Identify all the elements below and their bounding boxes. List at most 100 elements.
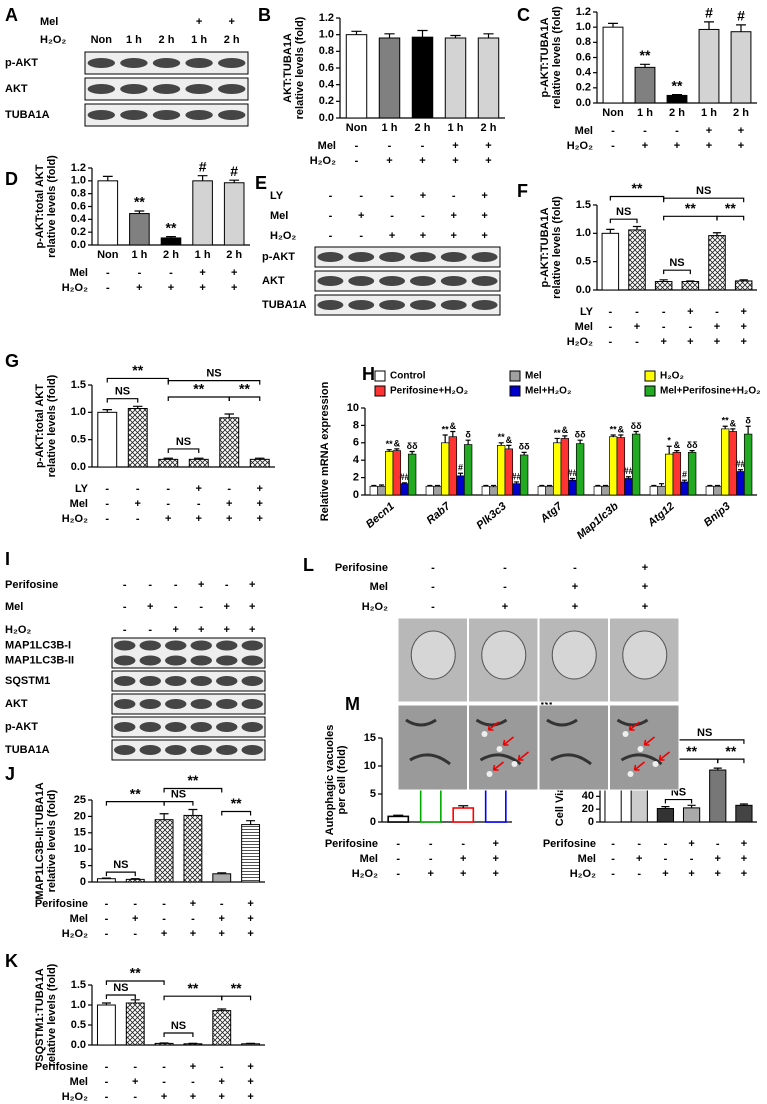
- error-bar: [633, 430, 639, 435]
- treatment-sign: +: [389, 230, 395, 242]
- significance-bracket: [221, 995, 252, 1001]
- error-bar: [539, 484, 545, 487]
- treatment-sign: +: [219, 1076, 225, 1088]
- treatment-sign: +: [161, 1091, 167, 1103]
- significance-label: **: [498, 432, 506, 442]
- blot-band: [317, 300, 344, 310]
- y-axis-label: SQSTM1:TUBA1A: [34, 968, 46, 1062]
- y-tick-label: 0.5: [576, 256, 591, 268]
- blot-band: [87, 58, 115, 68]
- treatment-sign: +: [715, 853, 721, 865]
- treatment-name: Mel: [575, 125, 593, 137]
- blot-band: [471, 276, 498, 286]
- error-bar: [197, 175, 208, 181]
- error-bar: [371, 484, 377, 487]
- significance-bracket: [163, 1032, 194, 1037]
- treatment-sign: +: [135, 498, 141, 510]
- treatment-sign: +: [199, 282, 205, 294]
- treatment-sign: -: [220, 898, 224, 910]
- legend-label: Perifosine+H₂O₂: [390, 386, 468, 397]
- organelle-texture: [616, 718, 663, 766]
- x-tick-label: 1 h: [195, 249, 211, 261]
- significance-label: NS: [113, 982, 128, 994]
- panel-label: E: [255, 173, 267, 193]
- treatment-sign: -: [611, 838, 615, 850]
- treatment-sign: +: [386, 155, 392, 167]
- treatment-sign: -: [355, 140, 359, 152]
- error-bar: [640, 63, 650, 68]
- treatment-sign: -: [716, 838, 720, 850]
- error-bar: [378, 484, 385, 487]
- treatment-name: Mel: [318, 140, 336, 152]
- treatment-sign: 1 h: [191, 34, 207, 46]
- treatment-sign: -: [690, 853, 694, 865]
- treatment-sign: +: [358, 210, 364, 222]
- treatment-sign: +: [420, 230, 426, 242]
- significance-label: &: [506, 435, 513, 445]
- error-bar: [246, 820, 256, 825]
- error-bar: [394, 448, 400, 451]
- error-bar: [681, 479, 688, 482]
- treatment-sign: -: [123, 624, 127, 636]
- treatment-sign: -: [390, 190, 394, 202]
- error-bar: [255, 457, 265, 460]
- significance-bracket: [163, 801, 194, 806]
- bar: [682, 807, 701, 823]
- y-tick-label: 1.5: [576, 199, 591, 211]
- blot-band: [241, 655, 263, 666]
- treatment-sign: +: [257, 483, 263, 495]
- y-tick-label: 6: [353, 437, 359, 449]
- x-tick-label: Map1lc3b: [575, 500, 621, 542]
- error-bar: [577, 439, 583, 444]
- y-tick-label: 0.4: [71, 213, 87, 225]
- autophagic-vacuole: [511, 761, 518, 767]
- treatment-sign: +: [228, 16, 234, 28]
- significance-label: δδ: [631, 421, 642, 431]
- blot-band: [165, 745, 187, 755]
- treatment-name: Perifosine: [543, 838, 596, 850]
- bar: [743, 433, 753, 496]
- significance-bracket: [163, 787, 223, 793]
- significance-label: &: [394, 438, 401, 448]
- treatment-name: H₂O₂: [352, 868, 378, 880]
- significance-bracket: [663, 197, 745, 203]
- treatment-sign: +: [481, 190, 487, 202]
- legend-swatch: [509, 370, 521, 382]
- significance-bracket: [609, 195, 665, 201]
- panel-label: K: [5, 951, 18, 971]
- significance-label: **: [442, 424, 450, 434]
- error-bar: [707, 484, 713, 487]
- y-axis-label: relative levels (fold): [551, 6, 563, 109]
- treatment-sign: -: [637, 838, 641, 850]
- treatment-sign: +: [247, 913, 253, 925]
- blot-band: [241, 640, 263, 651]
- blot-band: [165, 699, 187, 709]
- bar: [624, 478, 633, 496]
- error-bar: [217, 872, 227, 874]
- blot-band: [379, 300, 406, 310]
- error-bar: [651, 484, 657, 487]
- treatment-sign: -: [715, 306, 719, 318]
- treatment-sign: +: [572, 581, 578, 593]
- bar: [463, 444, 473, 496]
- significance-label: #: [458, 463, 463, 473]
- error-bar: [194, 457, 204, 460]
- blot-band: [185, 110, 213, 120]
- y-tick-label: 0.0: [71, 461, 86, 473]
- bar: [720, 428, 730, 496]
- significance-label: #: [199, 158, 207, 174]
- blot-band: [139, 699, 161, 709]
- significance-label: &: [674, 440, 681, 450]
- treatment-sign: +: [741, 838, 747, 850]
- blot-band: [87, 110, 115, 120]
- autophagic-vacuole: [627, 771, 634, 777]
- treatment-name: Perifosine: [35, 898, 88, 910]
- treatment-sign: +: [636, 853, 642, 865]
- significance-bracket: [105, 980, 165, 985]
- error-bar: [712, 232, 722, 236]
- error-bar: [689, 450, 695, 453]
- bar: [127, 408, 148, 468]
- y-tick-label: 1.0: [576, 21, 591, 33]
- bar: [433, 485, 442, 496]
- blot-band: [348, 252, 375, 262]
